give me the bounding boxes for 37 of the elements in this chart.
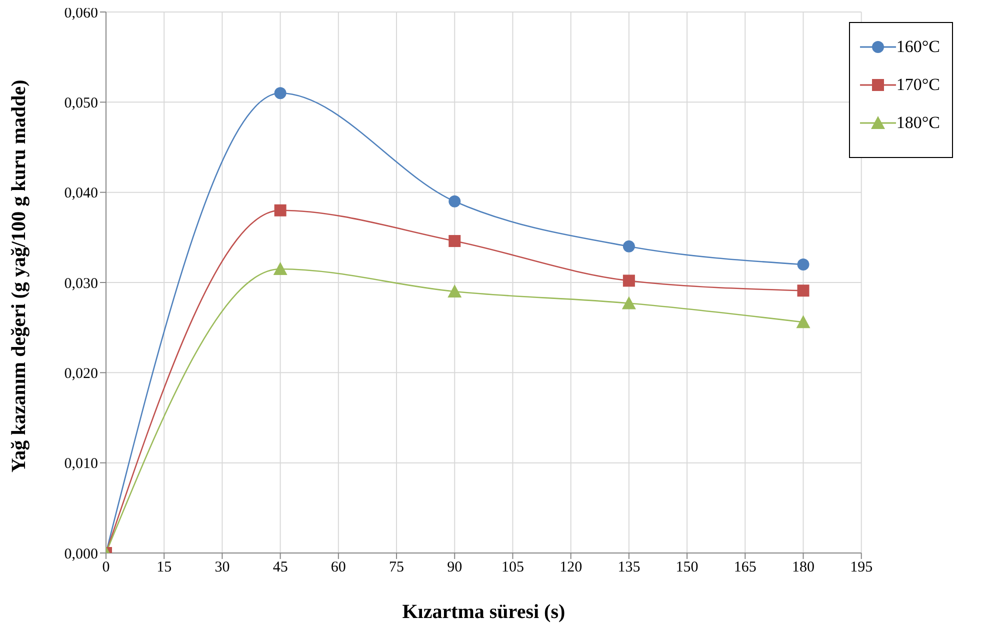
- legend-label: 170°C: [896, 75, 940, 95]
- point: [796, 315, 810, 328]
- point: [622, 240, 635, 252]
- y-tick-label: 0,010: [64, 456, 98, 472]
- point: [274, 204, 286, 216]
- point: [448, 195, 461, 208]
- x-axis-title: Kızartma süresi (s): [402, 601, 566, 623]
- y-axis-title: Yağ kazanım değeri (g yağ/100 g kuru madde): [8, 80, 30, 472]
- x-tick-label: 75: [389, 560, 404, 576]
- point: [448, 284, 462, 298]
- x-tick-label: 90: [447, 560, 462, 576]
- x-tick-label: 30: [214, 560, 230, 576]
- point: [274, 87, 286, 100]
- point: [273, 262, 288, 275]
- x-tick-label: 120: [560, 560, 582, 576]
- legend-label: 180°C: [896, 113, 940, 133]
- x-tick-label: 105: [501, 560, 524, 576]
- x-tick-label: 195: [850, 560, 873, 576]
- point: [448, 235, 461, 248]
- point: [797, 258, 810, 270]
- point: [797, 284, 810, 297]
- x-tick-label: 135: [618, 560, 640, 576]
- x-tick-label: 180: [792, 560, 815, 576]
- point: [622, 296, 636, 310]
- x-tick-label: 45: [272, 560, 288, 576]
- x-tick-label: 165: [734, 560, 756, 576]
- y-tick-label: 0,000: [64, 546, 98, 562]
- y-tick-label: 0,040: [64, 186, 98, 202]
- point: [622, 274, 635, 287]
- y-tick-label: 0,030: [64, 276, 98, 292]
- legend-label: 160°C: [896, 37, 940, 57]
- y-tick-label: 0,020: [64, 366, 98, 382]
- x-tick-label: 60: [330, 560, 346, 576]
- x-tick-label: 15: [156, 560, 172, 576]
- y-tick-label: 0,050: [64, 95, 98, 112]
- x-tick-label: 0: [102, 560, 110, 576]
- x-tick-label: 150: [676, 560, 698, 576]
